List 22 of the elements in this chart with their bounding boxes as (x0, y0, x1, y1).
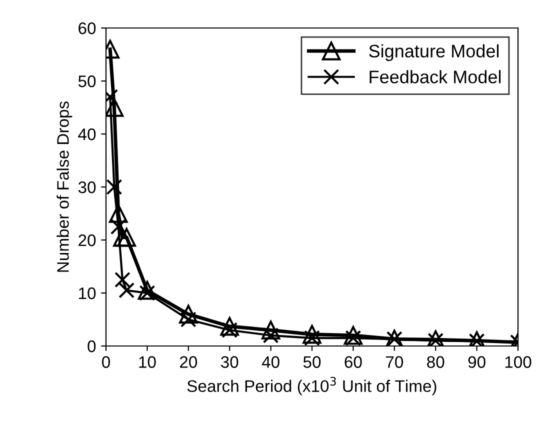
y-tick-label: 60 (78, 22, 96, 34)
y-tick-label: 30 (78, 181, 96, 194)
x-tick-label: 60 (344, 356, 362, 368)
x-tick-label: 80 (427, 356, 444, 368)
x-tick-label: 20 (180, 356, 198, 368)
y-tick-label: 0 (88, 340, 96, 352)
x-tick-label: 50 (303, 356, 321, 368)
x-tick-label: 100 (505, 356, 532, 368)
x-tick-label: 10 (139, 356, 156, 368)
y-tick-label: 10 (79, 287, 96, 300)
legend-label: Feedback Model (370, 70, 501, 84)
x-tick-label: 40 (262, 356, 280, 368)
x-tick-label: 30 (220, 356, 238, 368)
y-tick-label: 20 (78, 234, 96, 246)
y-tick-label: 50 (78, 75, 96, 88)
x-tick-label: 0 (102, 356, 110, 368)
x-tick-label: 70 (386, 356, 404, 368)
legend-label: Signature Model (369, 44, 499, 62)
x-tick-label: 90 (468, 356, 486, 368)
y-axis-title: Number of False Drops (56, 101, 72, 272)
x-axis-title: Search Period (x10$^{3}$ Unit of Time) (187, 376, 436, 396)
y-tick-label: 40 (78, 128, 96, 140)
